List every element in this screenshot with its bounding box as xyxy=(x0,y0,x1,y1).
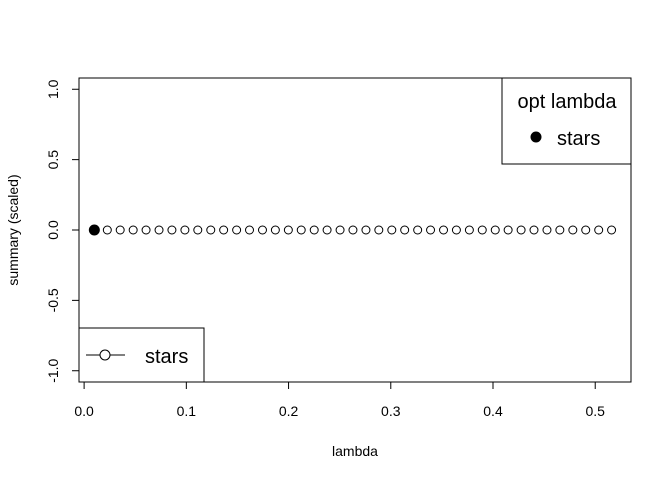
data-point xyxy=(516,225,526,235)
x-tick-label: 0.1 xyxy=(177,403,197,419)
data-point xyxy=(464,225,474,235)
legend-series: stars xyxy=(78,327,205,383)
y-tick-label: -0.5 xyxy=(45,288,61,312)
data-point xyxy=(361,225,371,235)
data-point xyxy=(206,225,216,235)
y-axis-label: summary (scaled) xyxy=(5,174,21,285)
data-point xyxy=(193,225,203,235)
data-point xyxy=(607,225,617,235)
legend-title: opt lambda xyxy=(518,91,618,113)
data-point xyxy=(167,225,177,235)
data-point xyxy=(413,225,423,235)
data-point xyxy=(439,225,449,235)
x-tick-label: 0.4 xyxy=(483,403,503,419)
y-tick-label: 1.0 xyxy=(45,79,61,99)
data-point xyxy=(283,225,293,235)
data-point xyxy=(219,225,229,235)
data-point xyxy=(594,225,604,235)
data-point xyxy=(128,225,138,235)
data-point xyxy=(141,225,151,235)
data-point xyxy=(296,225,306,235)
legend-filled-circle-marker xyxy=(530,131,542,143)
optimum-point xyxy=(88,224,100,236)
data-point xyxy=(503,225,513,235)
legend-entry-label: stars xyxy=(145,346,188,368)
x-axis: 0.0 0.1 0.2 0.3 0.4 0.5 xyxy=(74,381,605,419)
data-point xyxy=(477,225,487,235)
data-point xyxy=(542,225,552,235)
legend-box xyxy=(501,77,632,165)
data-point xyxy=(102,225,112,235)
data-point xyxy=(387,225,397,235)
x-tick-label: 0.0 xyxy=(74,403,94,419)
data-point xyxy=(232,225,242,235)
legend-open-circle-marker xyxy=(99,349,111,361)
data-point xyxy=(154,225,164,235)
data-point xyxy=(400,225,410,235)
y-tick-label: 0.0 xyxy=(45,220,61,240)
data-point xyxy=(115,225,125,235)
data-point xyxy=(322,225,332,235)
data-point xyxy=(529,225,539,235)
data-point xyxy=(490,225,500,235)
data-point xyxy=(348,225,358,235)
legend-opt-lambda: opt lambda stars xyxy=(501,77,632,165)
x-tick-label: 0.5 xyxy=(585,403,605,419)
x-tick-label: 0.2 xyxy=(279,403,299,419)
data-points xyxy=(88,224,617,236)
data-point xyxy=(245,225,255,235)
legend-entry-label: stars xyxy=(557,128,600,150)
x-axis-label: lambda xyxy=(332,443,378,459)
data-point xyxy=(555,225,565,235)
data-point xyxy=(581,225,591,235)
data-point xyxy=(335,225,345,235)
data-point xyxy=(180,225,190,235)
y-tick-label: -1.0 xyxy=(45,358,61,382)
data-point xyxy=(374,225,384,235)
data-point xyxy=(257,225,267,235)
data-point xyxy=(451,225,461,235)
y-tick-label: 0.5 xyxy=(45,150,61,170)
y-axis: -1.0 -0.5 0.0 0.5 1.0 xyxy=(45,79,80,383)
x-tick-label: 0.3 xyxy=(381,403,401,419)
data-point xyxy=(426,225,436,235)
data-point xyxy=(270,225,280,235)
data-point xyxy=(309,225,319,235)
data-point xyxy=(568,225,578,235)
